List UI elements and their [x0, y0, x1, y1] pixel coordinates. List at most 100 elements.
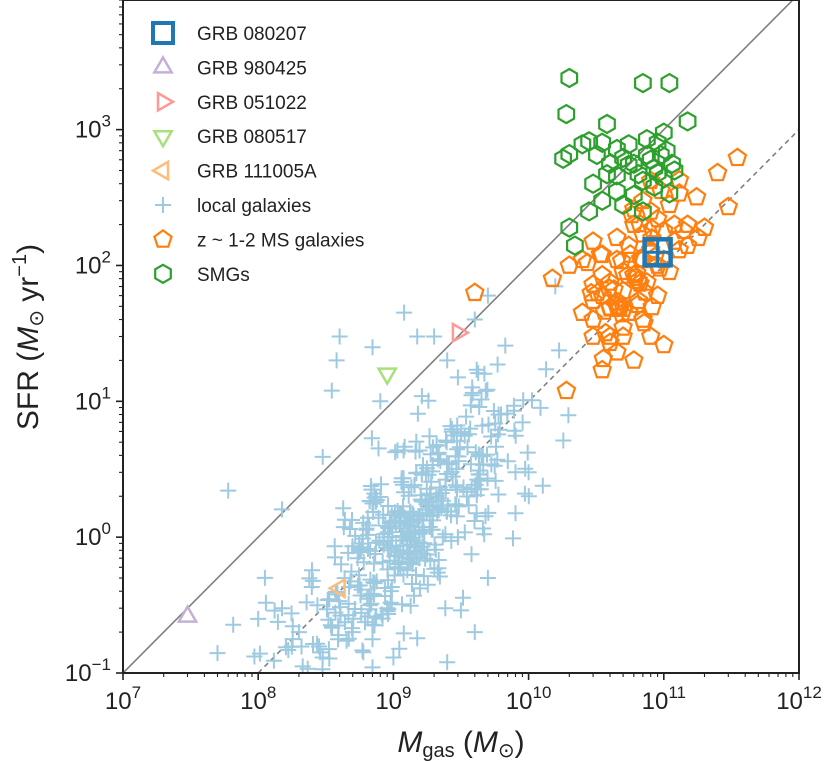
point-smgs	[638, 128, 656, 150]
x-axis-title: Mgas (M⊙)	[397, 726, 524, 761]
point-local-galaxies	[343, 563, 360, 580]
point-local-galaxies	[386, 513, 403, 530]
legend-marker	[152, 129, 174, 149]
data-points	[176, 67, 748, 673]
point-local-galaxies	[366, 617, 383, 634]
point-local-galaxies	[411, 442, 428, 459]
point-local-galaxies	[534, 477, 551, 494]
point-local-galaxies	[283, 605, 300, 622]
point-local-galaxies	[323, 382, 340, 399]
point-local-galaxies	[363, 430, 380, 447]
point-local-galaxies	[331, 593, 348, 610]
point-local-galaxies	[466, 311, 483, 328]
y-tick-label: 100	[75, 519, 111, 551]
point-local-galaxies	[420, 392, 437, 409]
point-local-galaxies	[423, 521, 440, 538]
point-local-galaxies	[351, 567, 367, 584]
point-z-1-2-ms-galaxies	[642, 218, 663, 238]
point-local-galaxies	[309, 597, 326, 614]
point-local-galaxies	[344, 512, 360, 528]
legend-label: GRB 051022	[197, 93, 307, 114]
point-local-galaxies	[269, 613, 286, 630]
point-local-galaxies	[437, 600, 454, 617]
point-local-galaxies	[396, 304, 413, 321]
series-grb-051022	[451, 321, 471, 344]
point-smgs	[634, 72, 652, 94]
point-local-galaxies	[476, 526, 493, 543]
point-z-1-2-ms-galaxies	[608, 291, 628, 311]
point-local-galaxies	[351, 542, 367, 559]
point-local-galaxies	[314, 448, 331, 465]
point-local-galaxies	[375, 534, 392, 551]
point-z-1-2-ms-galaxies	[583, 326, 603, 345]
point-smgs	[624, 184, 643, 206]
point-local-galaxies	[477, 508, 494, 525]
point-local-galaxies	[372, 393, 389, 410]
point-local-galaxies	[305, 636, 321, 652]
point-local-galaxies	[409, 549, 425, 566]
point-local-galaxies	[393, 470, 410, 487]
point-grb-980425	[176, 604, 199, 623]
point-local-galaxies	[408, 567, 424, 583]
point-local-galaxies	[431, 568, 448, 585]
point-z-1-2-ms-galaxies	[686, 186, 707, 206]
point-z-1-2-ms-galaxies	[626, 262, 647, 282]
point-z-1-2-ms-galaxies	[673, 220, 694, 240]
point-local-galaxies	[439, 654, 456, 671]
point-local-galaxies	[298, 594, 315, 611]
point-local-galaxies	[365, 555, 382, 572]
point-local-galaxies	[331, 328, 348, 345]
point-local-galaxies	[458, 488, 475, 505]
point-local-galaxies	[532, 399, 549, 416]
point-z-1-2-ms-galaxies	[718, 196, 739, 216]
point-z-1-2-ms-galaxies	[628, 270, 649, 290]
point-local-galaxies	[516, 485, 533, 502]
point-local-galaxies	[274, 501, 290, 518]
legend: GRB 080207 GRB 980425 GRB 051022 GRB 080517…	[150, 21, 364, 286]
point-local-galaxies	[362, 478, 379, 494]
point-local-galaxies	[424, 463, 441, 480]
series-grb-111005a	[327, 577, 346, 600]
point-local-galaxies	[274, 600, 290, 617]
point-smgs	[614, 194, 632, 215]
legend-item: z ~ 1-2 MS galaxies	[153, 229, 364, 251]
point-local-galaxies	[505, 530, 521, 547]
point-z-1-2-ms-galaxies	[593, 348, 614, 368]
point-z-1-2-ms-galaxies	[694, 217, 715, 236]
point-local-galaxies	[519, 444, 536, 461]
point-local-galaxies	[396, 438, 413, 455]
point-local-galaxies	[391, 640, 408, 657]
legend-marker	[152, 54, 174, 74]
point-local-galaxies	[324, 619, 341, 636]
legend-item: GRB 051022	[156, 90, 307, 114]
point-local-galaxies	[385, 649, 402, 666]
point-local-galaxies	[395, 625, 412, 642]
legend-marker	[156, 90, 176, 113]
point-local-galaxies	[361, 588, 378, 605]
y-axis-title: SFR (M⊙ yr−1)	[9, 244, 48, 430]
point-local-galaxies	[476, 365, 493, 382]
point-z-1-2-ms-galaxies	[583, 290, 603, 310]
point-local-galaxies	[403, 526, 420, 543]
point-local-galaxies	[555, 432, 572, 449]
point-local-galaxies	[366, 485, 383, 502]
point-smgs	[634, 201, 652, 222]
point-local-galaxies	[420, 497, 437, 514]
point-local-galaxies	[373, 476, 389, 493]
point-local-galaxies	[464, 384, 481, 401]
point-local-galaxies	[515, 392, 532, 409]
point-local-galaxies	[364, 495, 381, 512]
point-local-galaxies	[266, 602, 283, 619]
point-local-galaxies	[368, 489, 384, 506]
point-z-1-2-ms-galaxies	[640, 326, 661, 345]
point-local-galaxies	[402, 597, 419, 614]
point-smgs	[601, 153, 619, 175]
point-local-galaxies	[468, 361, 485, 378]
reference-line-upper-relation	[123, 0, 794, 673]
point-z-1-2-ms-galaxies	[677, 235, 698, 254]
point-local-galaxies	[406, 477, 423, 494]
point-z-1-2-ms-galaxies	[613, 317, 633, 336]
x-tick-label: 107	[105, 683, 141, 715]
point-local-galaxies	[483, 428, 500, 445]
